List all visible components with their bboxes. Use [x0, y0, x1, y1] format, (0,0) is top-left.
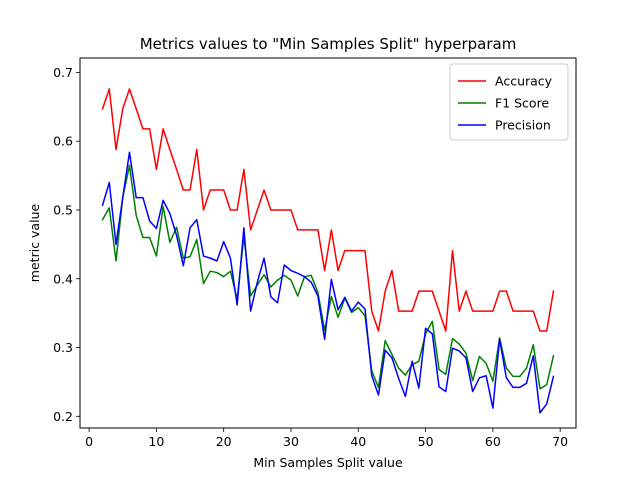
y-axis-label: metric value: [27, 204, 42, 283]
series-line-accuracy: [101, 88, 555, 332]
legend-box: [449, 63, 569, 141]
y-tick-label: 0.5: [53, 202, 73, 217]
legend: Accuracy F1 Score Precision: [449, 63, 569, 141]
legend-label: Accuracy: [495, 74, 553, 89]
series-line-precision: [101, 151, 555, 414]
x-tick-label: 40: [350, 434, 366, 449]
chart-title: Metrics values to "Min Samples Split" hy…: [140, 35, 517, 53]
legend-label: Precision: [495, 118, 551, 133]
y-tick-label: 0.4: [53, 271, 73, 286]
x-axis: 0 10 20 30 40 50 60 70: [85, 428, 568, 449]
legend-label: F1 Score: [495, 96, 549, 111]
x-tick-label: 30: [283, 434, 299, 449]
x-tick-label: 60: [485, 434, 501, 449]
x-tick-label: 70: [552, 434, 568, 449]
x-tick-label: 20: [216, 434, 232, 449]
y-tick-label: 0.6: [53, 134, 73, 149]
y-axis: 0.2 0.3 0.4 0.5 0.6 0.7: [53, 65, 80, 424]
x-tick-label: 50: [418, 434, 434, 449]
y-tick-label: 0.3: [53, 340, 73, 355]
y-tick-label: 0.7: [53, 65, 73, 80]
axes-frame: [79, 57, 577, 429]
y-tick-label: 0.2: [53, 409, 73, 424]
x-tick-label: 10: [148, 434, 164, 449]
x-axis-label: Min Samples Split value: [253, 455, 403, 470]
x-tick-label: 0: [85, 434, 93, 449]
